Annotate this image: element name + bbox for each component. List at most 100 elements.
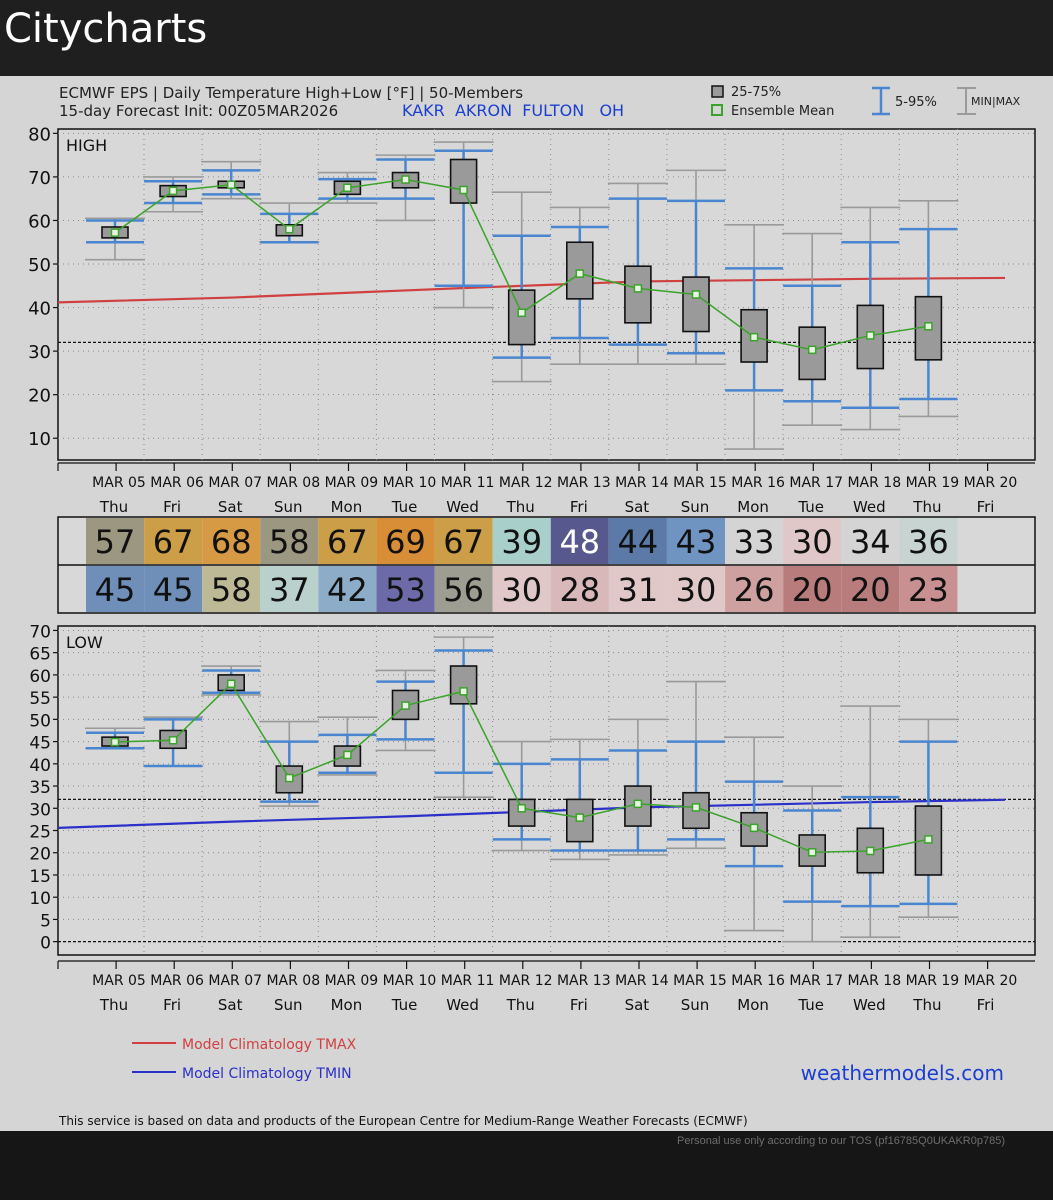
high-plot-frame xyxy=(57,128,1036,461)
low-cell-value: 23 xyxy=(908,571,949,609)
low-cell xyxy=(899,566,958,612)
low-cell-value: 28 xyxy=(559,571,600,609)
tos-notice: Personal use only according to our TOS (… xyxy=(677,1135,1005,1147)
site-link[interactable]: weathermodels.com xyxy=(801,1061,1004,1085)
high-cell-value: 34 xyxy=(850,523,891,561)
low-cell-value: 58 xyxy=(211,571,252,609)
iqr-box xyxy=(624,265,652,324)
x-date-label: MAR 20 xyxy=(964,475,1018,491)
value-table: 57 67 68 58 67 69 67 39 48 44 43 33 30 34 36 45 45 58 37 42… xyxy=(57,516,1036,614)
x-date-label: MAR 08 xyxy=(266,973,320,989)
ensemble-mean-point xyxy=(866,846,875,856)
high-cell xyxy=(899,518,958,564)
ensemble-mean-point xyxy=(110,228,120,237)
y-tick-label: 10 xyxy=(28,429,51,450)
y-tick-label: 30 xyxy=(29,800,51,820)
chart-init: 15-day Forecast Init: 00Z05MAR2026 xyxy=(59,102,338,120)
x-date-label: MAR 11 xyxy=(441,973,495,989)
chart-title: ECMWF EPS | Daily Temperature High+Low [… xyxy=(59,84,523,102)
chart-panel: ECMWF EPS | Daily Temperature High+Low [… xyxy=(0,76,1053,1131)
x-date-label: MAR 12 xyxy=(499,973,553,989)
high-cell xyxy=(144,518,203,564)
x-weekday-label: Thu xyxy=(99,498,128,516)
ensemble-mean-point xyxy=(807,848,817,857)
x-date-label: MAR 06 xyxy=(150,973,204,989)
ensemble-mean-point xyxy=(226,180,236,189)
x-weekday-label: Thu xyxy=(912,498,941,516)
x-date-label: MAR 07 xyxy=(208,475,262,491)
y-tick-label: 65 xyxy=(29,645,51,665)
x-date-label: MAR 13 xyxy=(557,973,611,989)
y-tick-label: 50 xyxy=(29,711,51,731)
y-tick-label: 15 xyxy=(29,867,51,887)
ensemble-mean-point xyxy=(807,345,817,355)
x-date-label: MAR 10 xyxy=(383,973,437,989)
high-cell-value: 43 xyxy=(676,523,717,561)
x-date-label: MAR 10 xyxy=(383,475,437,491)
high-cell xyxy=(260,518,319,564)
x-date-label: MAR 20 xyxy=(964,973,1018,989)
high-cell-value: 58 xyxy=(269,523,310,561)
x-date-label: MAR 09 xyxy=(325,475,379,491)
low-cell xyxy=(318,566,377,612)
low-cell-value: 45 xyxy=(95,571,136,609)
high-cell-value: 48 xyxy=(559,523,600,561)
y-tick-label: 45 xyxy=(29,734,51,754)
x-weekday-label: Thu xyxy=(506,498,535,516)
y-tick-label: 60 xyxy=(29,667,51,687)
ensemble-mean-point xyxy=(575,269,585,278)
x-weekday-label: Tue xyxy=(797,498,824,516)
x-date-label: MAR 18 xyxy=(847,475,901,491)
ensemble-mean-point xyxy=(110,737,120,747)
low-cell xyxy=(841,566,900,612)
legend-mean-label: Ensemble Mean xyxy=(731,104,834,119)
x-date-label: MAR 12 xyxy=(499,475,553,491)
low-cell xyxy=(260,566,319,612)
legend-mean-icon xyxy=(711,104,723,116)
legend-whisker-icon xyxy=(872,86,890,116)
y-tick-label: 5 xyxy=(40,911,51,931)
x-date-label: MAR 18 xyxy=(847,973,901,989)
x-date-label: MAR 15 xyxy=(673,475,727,491)
x-weekday-label: Fri xyxy=(570,498,588,516)
high-cell xyxy=(550,518,609,564)
tmax-legend-label: Model Climatology TMAX xyxy=(182,1037,357,1053)
y-tick-label: 70 xyxy=(28,168,51,189)
x-date-label: MAR 07 xyxy=(208,973,262,989)
low-cell-value: 30 xyxy=(676,571,717,609)
high-cell-value: 67 xyxy=(327,523,368,561)
x-weekday-label: Fri xyxy=(163,498,181,516)
x-weekday-label: Mon xyxy=(331,498,363,516)
ensemble-mean-point xyxy=(517,308,526,318)
high-cell-value: 44 xyxy=(618,523,659,561)
low-cell-value: 45 xyxy=(153,571,194,609)
x-weekday-label: Wed xyxy=(446,498,479,516)
high-cell-value: 36 xyxy=(908,523,949,561)
ensemble-mean-point xyxy=(633,284,643,293)
high-cell xyxy=(318,518,377,564)
low-cell xyxy=(86,566,144,612)
iqr-box xyxy=(507,798,536,827)
high-cell-value: 30 xyxy=(792,523,833,561)
legend-box-icon xyxy=(711,85,724,98)
ensemble-mean-point xyxy=(749,823,759,833)
y-tick-label: 20 xyxy=(29,845,51,865)
tmin-legend-label: Model Climatology TMIN xyxy=(182,1066,352,1082)
iqr-box xyxy=(507,289,536,346)
ensemble-mean-point xyxy=(226,679,236,689)
x-weekday-label: Thu xyxy=(99,996,128,1014)
high-cell-value: 69 xyxy=(385,523,426,561)
ensemble-mean-point xyxy=(575,813,585,822)
ensemble-mean-point xyxy=(343,750,352,760)
climatology-line xyxy=(57,276,1006,304)
high-cell-value: 57 xyxy=(95,523,136,561)
x-date-label: MAR 13 xyxy=(557,475,611,491)
iqr-box xyxy=(682,276,710,333)
legend-minmax-label: MIN|MAX xyxy=(971,95,1021,108)
y-tick-label: 60 xyxy=(28,211,51,232)
x-weekday-label: Sun xyxy=(681,996,710,1014)
high-cell-value: 68 xyxy=(211,523,252,561)
ensemble-mean-point xyxy=(691,803,701,812)
x-weekday-label: Wed xyxy=(853,498,886,516)
x-weekday-label: Sun xyxy=(274,498,303,516)
